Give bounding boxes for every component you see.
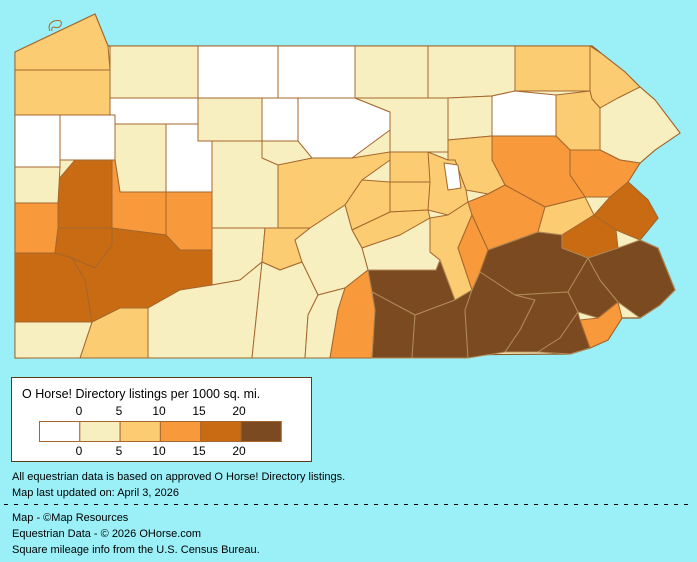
legend-ticks-bottom: 0 5 10 15 20	[12, 444, 311, 458]
legend-swatch-2	[119, 421, 161, 442]
county-clarion	[114, 123, 167, 193]
county-cameron	[261, 97, 299, 142]
legend-color-ramp	[39, 421, 282, 442]
last-updated-note: Map last updated on: April 3, 2026	[12, 487, 179, 499]
legend-tick: 20	[232, 404, 246, 418]
legend-ticks-top: 0 5 10 15 20	[12, 404, 311, 418]
legend-tick: 20	[232, 444, 246, 458]
county-mercer	[14, 114, 61, 168]
legend-swatch-1	[79, 421, 121, 442]
county-wyoming	[491, 90, 557, 137]
county-montour	[443, 162, 462, 191]
map-legend: O Horse! Directory listings per 1000 sq.…	[11, 377, 312, 462]
county-lawrence	[14, 166, 61, 204]
map-credit: Map - ©Map Resources	[12, 512, 129, 524]
legend-tick: 15	[192, 444, 206, 458]
legend-tick: 5	[115, 444, 123, 458]
legend-swatch-0	[39, 421, 81, 442]
county-tioga	[354, 45, 429, 99]
legend-tick: 5	[115, 404, 123, 418]
legend-tick: 10	[152, 444, 166, 458]
census-credit: Square mileage info from the U.S. Census…	[12, 544, 260, 556]
legend-tick: 0	[75, 404, 83, 418]
county-butler	[57, 159, 113, 229]
legend-tick: 10	[152, 404, 166, 418]
county-adams	[371, 291, 416, 359]
county-warren	[109, 45, 199, 99]
dashed-separator	[4, 504, 694, 505]
county-erie	[14, 13, 111, 71]
data-source-note: All equestrian data is based on approved…	[12, 471, 346, 483]
legend-swatch-3	[159, 421, 202, 442]
county-mckean	[197, 45, 279, 99]
county-union	[389, 151, 431, 183]
county-indiana	[165, 191, 213, 251]
presque-isle-peninsula	[48, 20, 62, 32]
county-bradford	[427, 45, 516, 99]
county-northampton	[593, 181, 659, 241]
county-sullivan	[447, 95, 493, 141]
legend-swatch-5	[240, 421, 282, 442]
county-crawford	[14, 69, 111, 116]
county-snyder	[389, 181, 431, 213]
county-bucks	[587, 239, 676, 319]
equestrian-data-credit: Equestrian Data - © 2026 OHorse.com	[12, 528, 202, 540]
county-susquehanna	[514, 45, 591, 92]
county-potter	[277, 45, 356, 99]
pa-county-choropleth-map	[14, 13, 681, 359]
legend-tick: 0	[75, 444, 83, 458]
county-philadelphia	[579, 301, 623, 349]
county-greene	[14, 321, 93, 359]
legend-title: O Horse! Directory listings per 1000 sq.…	[22, 387, 261, 401]
county-forest	[109, 97, 199, 125]
county-venango	[59, 114, 116, 161]
county-beaver	[14, 202, 59, 254]
county-elk	[197, 97, 263, 142]
legend-swatch-4	[200, 421, 242, 442]
county-lackawanna	[555, 90, 601, 151]
legend-tick: 15	[192, 404, 206, 418]
